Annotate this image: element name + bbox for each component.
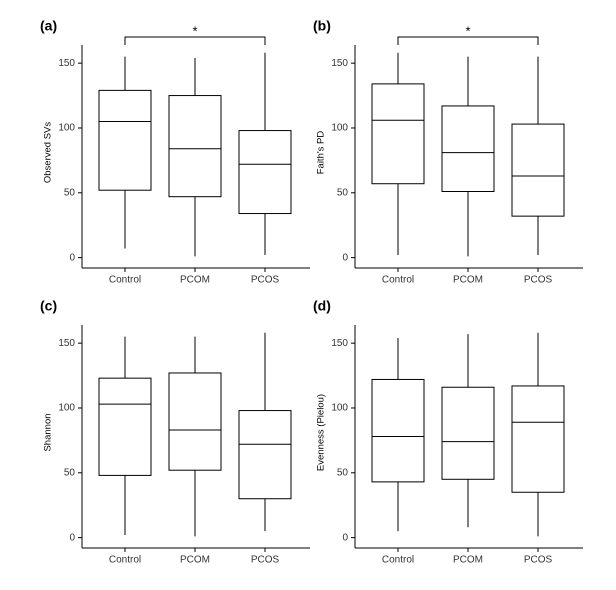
box: [441, 105, 495, 193]
y-tick-label: 0: [342, 532, 348, 543]
y-tick-label: 50: [337, 187, 349, 198]
panel-label: (d): [313, 298, 331, 314]
box: [98, 377, 152, 476]
x-tick-label: Control: [382, 555, 414, 566]
x-tick-label: PCOS: [524, 555, 553, 566]
x-tick-label: PCOS: [524, 275, 553, 286]
y-tick-label: 150: [58, 58, 75, 69]
x-tick-label: PCOM: [180, 555, 210, 566]
y-axis-label: Shannon: [43, 413, 54, 451]
significance-bracket: [124, 36, 266, 45]
y-tick-label: 0: [342, 252, 348, 263]
y-tick-label: 50: [64, 467, 76, 478]
x-tick-label: PCOS: [251, 555, 280, 566]
y-tick-label: 100: [58, 123, 75, 134]
box: [98, 89, 152, 191]
panel-label: (c): [40, 298, 57, 314]
x-tick-label: PCOM: [180, 275, 210, 286]
y-axis-label: Observed SVs: [43, 122, 54, 183]
box: [168, 372, 222, 471]
y-tick-label: 150: [58, 338, 75, 349]
x-tick-label: PCOM: [453, 555, 483, 566]
y-tick-label: 100: [58, 403, 75, 414]
significance-label: *: [465, 23, 470, 38]
y-tick-label: 50: [337, 467, 349, 478]
y-tick-label: 150: [331, 58, 348, 69]
box: [371, 83, 425, 185]
y-tick-label: 100: [331, 403, 348, 414]
y-tick-label: 0: [69, 532, 75, 543]
y-axis-label: Evenness (Pielou): [316, 394, 327, 471]
box: [168, 95, 222, 198]
box: [238, 130, 292, 215]
x-tick-label: Control: [109, 555, 141, 566]
panel-label: (b): [313, 18, 331, 34]
y-tick-label: 50: [64, 187, 76, 198]
box: [238, 410, 292, 500]
y-tick-label: 150: [331, 338, 348, 349]
y-tick-label: 0: [69, 252, 75, 263]
significance-bracket: [397, 36, 539, 45]
x-tick-label: PCOS: [251, 275, 280, 286]
x-tick-label: PCOM: [453, 275, 483, 286]
box: [371, 378, 425, 483]
y-tick-label: 100: [331, 123, 348, 134]
x-tick-label: Control: [109, 275, 141, 286]
y-axis-label: Faith's PD: [316, 131, 327, 175]
panel-label: (a): [40, 18, 57, 34]
box: [511, 385, 565, 493]
significance-label: *: [192, 23, 197, 38]
box: [511, 123, 565, 217]
x-tick-label: Control: [382, 275, 414, 286]
box: [441, 386, 495, 480]
